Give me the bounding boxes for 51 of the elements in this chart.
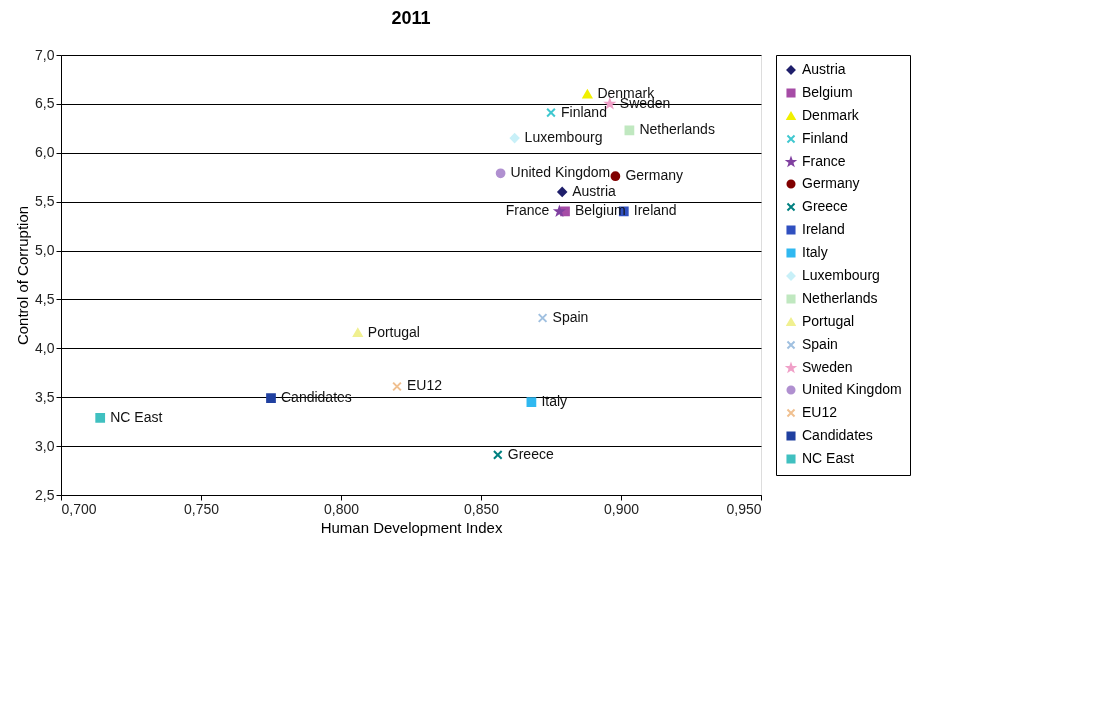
text: Italy — [541, 393, 568, 410]
text: EU12 — [407, 377, 443, 394]
y-tick-label: 3,0 — [35, 437, 55, 454]
legend-label: EU12 — [802, 404, 838, 420]
legend-label: NC East — [802, 450, 855, 466]
legend-label: France — [802, 153, 846, 169]
legend-label: Denmark — [802, 107, 860, 123]
legend-label: Luxembourg — [802, 267, 880, 283]
x-tick-label: 0,950 — [726, 500, 762, 517]
x-axis-title: Human Development Index — [320, 518, 503, 536]
x-tick-label: 0,800 — [323, 500, 360, 517]
y-tick-label: 5,0 — [35, 242, 55, 259]
legend-label: Sweden — [802, 359, 853, 375]
text: Ireland — [633, 202, 677, 219]
y-tick-label: 5,5 — [35, 193, 55, 210]
legend-label: Italy — [802, 244, 828, 260]
y-tick-label: 4,5 — [35, 290, 55, 307]
text: Greece — [507, 445, 554, 462]
legend-label: Candidates — [802, 427, 873, 443]
legend-label: Finland — [802, 130, 848, 146]
x-tick-label: 0,900 — [603, 500, 640, 517]
legend-label: Netherlands — [802, 290, 878, 306]
text: NC East — [110, 408, 163, 425]
text: Spain — [552, 309, 589, 326]
legend-label: Greece — [802, 198, 849, 214]
y-tick-label: 6,0 — [35, 144, 55, 161]
y-tick-label: 6,5 — [35, 95, 55, 112]
legend-label: Germany — [802, 175, 860, 191]
y-axis-title: Control of Corruption — [14, 205, 32, 346]
text: France — [505, 202, 550, 219]
legend-label: Spain — [802, 336, 838, 352]
y-tick-label: 3,5 — [35, 388, 55, 405]
text: Luxembourg — [524, 129, 603, 146]
legend-label: Ireland — [802, 221, 845, 237]
text: Finland — [561, 103, 607, 120]
y-tick-label: 4,0 — [35, 339, 55, 356]
x-tick-label: 0,850 — [463, 500, 500, 517]
text: Netherlands — [639, 121, 715, 138]
x-tick-label: 0,700 — [61, 500, 97, 517]
text: Germany — [625, 167, 683, 184]
x-tick-label: 0,750 — [183, 500, 220, 517]
text: Austria — [572, 182, 616, 199]
text: Portugal — [367, 323, 420, 340]
y-tick-label: 2,5 — [35, 486, 55, 503]
text: United Kingdom — [510, 164, 611, 181]
legend-label: United Kingdom — [802, 381, 902, 397]
y-tick-label: 7,0 — [35, 46, 55, 63]
legend-label: Belgium — [802, 84, 853, 100]
legend-label: Portugal — [802, 313, 855, 329]
legend-label: Austria — [802, 61, 846, 77]
chart-title: 2011 — [391, 8, 431, 28]
